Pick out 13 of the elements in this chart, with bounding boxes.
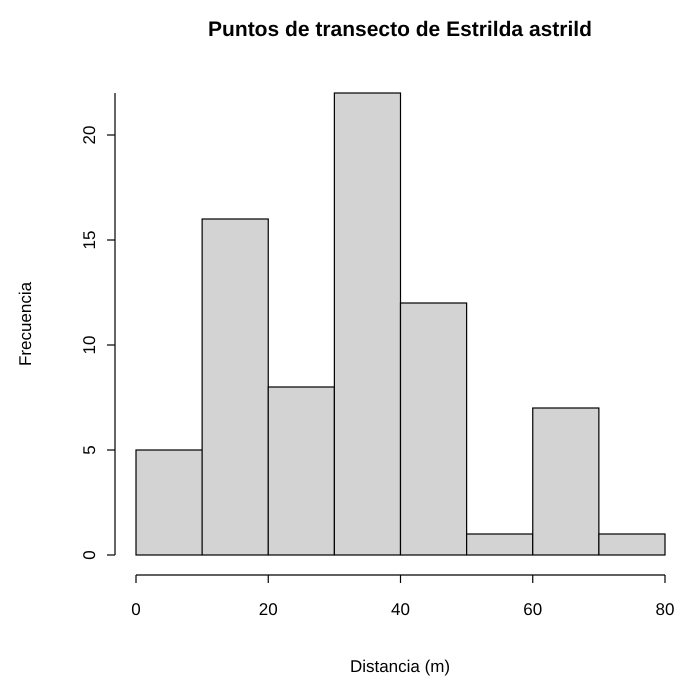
y-tick-label: 0 [80, 550, 99, 560]
x-axis-title: Distancia (m) [350, 657, 450, 676]
y-axis-title: Frecuencia [16, 281, 35, 366]
y-tick-label: 15 [80, 230, 99, 250]
y-tick-label: 10 [80, 336, 99, 354]
chart-title: Puntos de transecto de Estrilda astrild [208, 18, 592, 41]
y-tick-label: 5 [80, 445, 99, 455]
x-tick-label: 40 [391, 600, 410, 619]
x-tick-label: 0 [131, 600, 141, 619]
y-tick-label: 20 [80, 126, 99, 144]
x-tick-label: 20 [258, 600, 278, 619]
x-tick-label: 60 [523, 600, 542, 619]
x-tick-label: 80 [656, 600, 674, 619]
